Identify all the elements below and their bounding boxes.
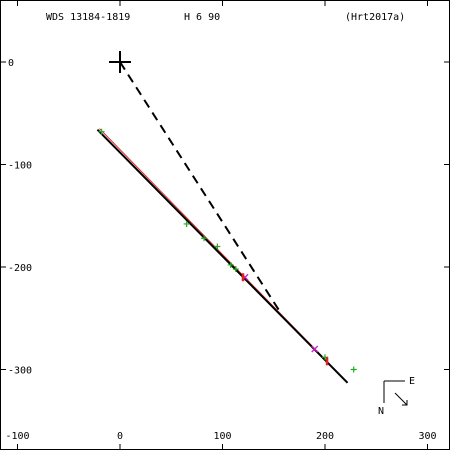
compass-direction-arrow xyxy=(394,392,408,406)
observation-points xyxy=(98,128,357,373)
orbit-line xyxy=(96,128,349,384)
compass: E N xyxy=(378,376,415,417)
orbit-lines xyxy=(96,51,349,384)
compass-east-label: E xyxy=(409,376,415,387)
compass-arrow-head xyxy=(402,400,408,406)
data-point xyxy=(232,266,239,273)
x-tick-label: 100 xyxy=(213,431,231,442)
y-tick-label: -300 xyxy=(8,366,32,377)
data-point xyxy=(322,354,328,361)
data-point xyxy=(214,243,221,250)
y-tick-label: 0 xyxy=(8,58,14,69)
x-tick-label: -100 xyxy=(5,431,29,442)
x-tick-label: 0 xyxy=(117,431,123,442)
data-point xyxy=(98,128,105,135)
x-tick-label: 300 xyxy=(418,431,436,442)
data-point xyxy=(227,261,234,268)
node-line xyxy=(119,61,280,311)
code-label: H 6 90 xyxy=(184,12,220,23)
data-point xyxy=(201,235,208,242)
y-tick-label: -100 xyxy=(8,161,32,172)
y-tick-label: -200 xyxy=(8,263,32,274)
data-point xyxy=(183,220,190,227)
data-point xyxy=(350,366,357,373)
reference-label: (Hrt2017a) xyxy=(345,12,405,23)
x-tick-label: 200 xyxy=(316,431,334,442)
data-point xyxy=(311,345,319,353)
compass-north-label: N xyxy=(378,406,384,417)
system-label: WDS 13184-1819 xyxy=(46,12,130,23)
